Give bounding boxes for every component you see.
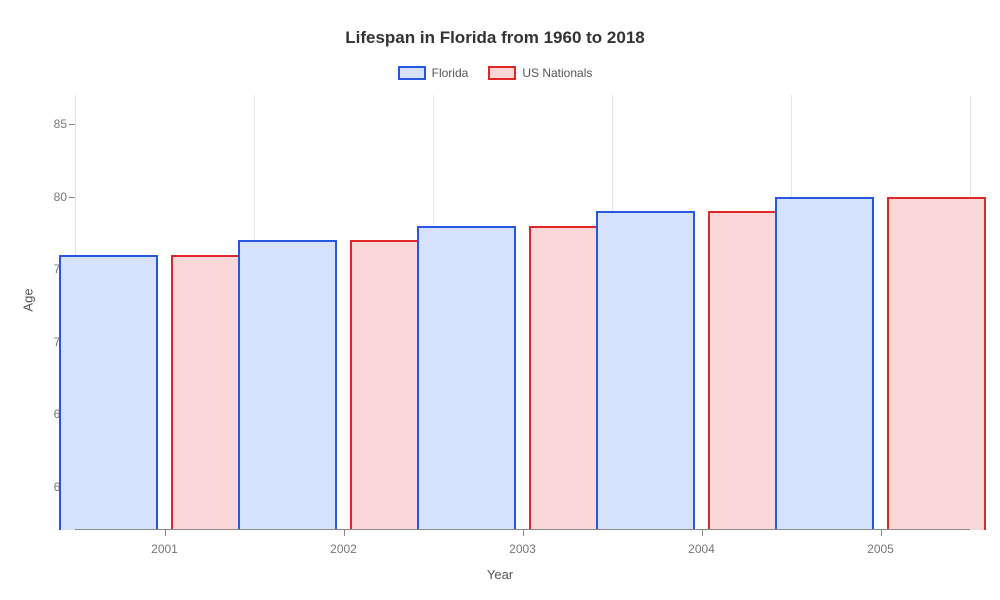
legend-swatch-us [488,66,516,80]
x-tick [523,530,524,536]
x-tick-label: 2003 [509,542,536,556]
y-tick [69,124,75,125]
bar [775,197,873,531]
y-tick-label: 85 [54,117,67,131]
plot-area: 60657075808520012002200320042005 [75,95,970,530]
bar [59,255,157,531]
x-tick-label: 2001 [151,542,178,556]
x-tick-label: 2005 [867,542,894,556]
y-tick [69,197,75,198]
x-axis-line [75,529,970,530]
bar [596,211,694,530]
chart-container: Lifespan in Florida from 1960 to 2018 Fl… [0,0,1000,600]
legend-label: Florida [432,66,469,80]
y-tick-label: 80 [54,190,67,204]
legend-item-us: US Nationals [488,66,592,80]
x-tick [165,530,166,536]
x-tick-label: 2004 [688,542,715,556]
x-tick [702,530,703,536]
x-tick [344,530,345,536]
chart-title: Lifespan in Florida from 1960 to 2018 [20,28,970,48]
x-axis-title: Year [487,567,513,582]
legend-label: US Nationals [522,66,592,80]
y-axis-title: Age [21,288,36,311]
legend: Florida US Nationals [20,66,970,80]
legend-swatch-florida [398,66,426,80]
bar [887,197,985,531]
x-tick-label: 2002 [330,542,357,556]
x-tick [881,530,882,536]
legend-item-florida: Florida [398,66,469,80]
bar [417,226,515,531]
bar [238,240,336,530]
